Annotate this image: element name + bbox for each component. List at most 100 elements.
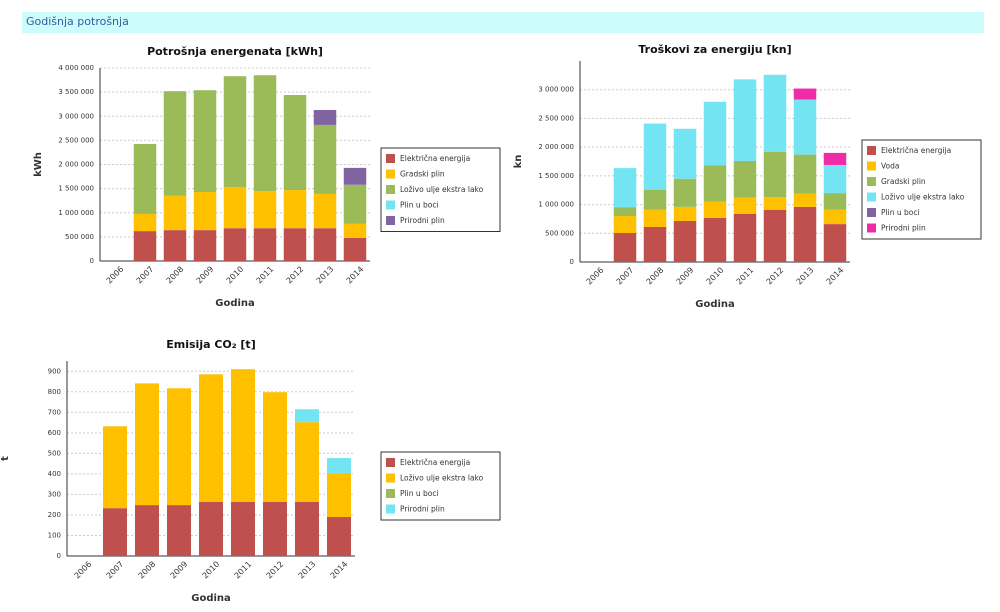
bar-segment: [295, 422, 319, 503]
bar-segment: [199, 502, 223, 556]
x-tick-label: 2012: [285, 265, 306, 286]
y-tick-label: 3 000 000: [538, 86, 574, 94]
x-tick-label: 2007: [615, 266, 636, 287]
bar-segment: [763, 209, 787, 262]
x-axis-label: Godina: [695, 299, 735, 310]
bar-segment: [673, 206, 697, 221]
bar-segment: [343, 184, 367, 224]
bar-segment: [163, 230, 187, 261]
bar-segment: [343, 167, 367, 185]
bar-segment: [167, 505, 191, 556]
bar-segment: [283, 228, 307, 261]
chart-title: Emisija CO₂ [t]: [166, 338, 255, 351]
y-tick-label: 1 500 000: [58, 185, 94, 193]
bar-segment: [643, 189, 667, 210]
bar-segment: [199, 374, 223, 503]
bar-segment: [793, 154, 817, 194]
legend-label: Gradski plin: [400, 170, 445, 179]
legend-swatch: [386, 489, 395, 498]
legend-swatch: [386, 216, 395, 225]
bar-segment: [613, 207, 637, 217]
legend-swatch: [386, 169, 395, 179]
bar-segment: [253, 228, 277, 261]
bar-segment: [133, 231, 157, 261]
bar-segment: [313, 228, 337, 261]
y-tick-label: 500: [48, 449, 61, 457]
bar-segment: [193, 90, 217, 193]
y-tick-label: 2 500 000: [58, 136, 94, 144]
y-tick-label: 2 500 000: [538, 114, 574, 122]
bar-segment: [643, 226, 667, 262]
bar-segment: [163, 91, 187, 196]
x-tick-label: 2008: [165, 265, 186, 286]
legend-label: Plin u boci: [400, 489, 439, 498]
bar-segment: [703, 165, 727, 202]
bar-segment: [343, 237, 367, 261]
legend-label: Plin u boci: [400, 201, 439, 210]
legend-swatch: [867, 146, 876, 155]
bar-segment: [223, 187, 247, 229]
bar-segment: [823, 193, 847, 210]
legend-swatch: [386, 504, 395, 514]
bar-segment: [733, 197, 757, 214]
legend-swatch: [867, 208, 876, 217]
legend-swatch: [867, 192, 876, 202]
x-tick-label: 2014: [329, 560, 350, 581]
bar-segment: [643, 209, 667, 227]
bar-segment: [823, 152, 847, 165]
bar-segment: [673, 178, 697, 207]
x-tick-label: 2011: [233, 560, 254, 581]
bar-segment: [613, 168, 637, 208]
legend-box: [861, 139, 982, 240]
legend-swatch: [386, 458, 395, 467]
y-tick-label: 800: [48, 388, 61, 396]
bar-segment: [295, 502, 319, 556]
bar-segment: [613, 232, 637, 262]
y-tick-label: 600: [48, 429, 61, 437]
bar-segment: [253, 75, 277, 192]
y-tick-label: 1 500 000: [538, 172, 574, 180]
y-tick-label: 0: [90, 257, 94, 265]
legend-box: [380, 147, 501, 232]
y-tick-label: 1 000 000: [58, 209, 94, 217]
x-tick-label: 2008: [645, 266, 666, 287]
y-axis-label: kWh: [33, 152, 44, 177]
legend-label: Loživo ulje ekstra lako: [400, 185, 484, 194]
bar-segment: [193, 230, 217, 261]
legend-box: [380, 451, 501, 521]
bar-segment: [295, 409, 319, 423]
y-tick-label: 3 000 000: [58, 112, 94, 120]
bar-segment: [703, 201, 727, 218]
bar-segment: [193, 192, 217, 231]
bar-segment: [283, 95, 307, 191]
bar-segment: [823, 164, 847, 194]
bar-segment: [133, 213, 157, 232]
y-tick-label: 400: [48, 470, 61, 478]
bar-segment: [733, 79, 757, 161]
bar-segment: [327, 517, 351, 556]
bar-segment: [673, 128, 697, 179]
x-tick-label: 2009: [675, 266, 696, 287]
y-tick-label: 100: [48, 531, 61, 539]
y-tick-label: 500 000: [545, 229, 574, 237]
legend-label: Gradski plin: [881, 177, 926, 186]
bar-segment: [763, 74, 787, 152]
bar-segment: [643, 123, 667, 190]
bar-segment: [703, 101, 727, 166]
x-tick-label: 2013: [297, 560, 318, 581]
bar-segment: [763, 151, 787, 198]
legend-label: Električna energija: [881, 146, 951, 155]
x-tick-label: 2010: [201, 560, 222, 581]
header-title: Godišnja potrošnja: [26, 15, 129, 28]
bar-segment: [313, 193, 337, 229]
bar-segment: [823, 209, 847, 225]
x-tick-label: 2006: [105, 265, 126, 286]
x-tick-label: 2009: [195, 265, 216, 286]
bar-segment: [793, 206, 817, 262]
bar-segment: [135, 505, 159, 556]
x-tick-label: 2006: [73, 560, 94, 581]
y-tick-label: 1 000 000: [538, 201, 574, 209]
x-tick-label: 2014: [345, 265, 366, 286]
x-tick-label: 2014: [825, 266, 846, 287]
